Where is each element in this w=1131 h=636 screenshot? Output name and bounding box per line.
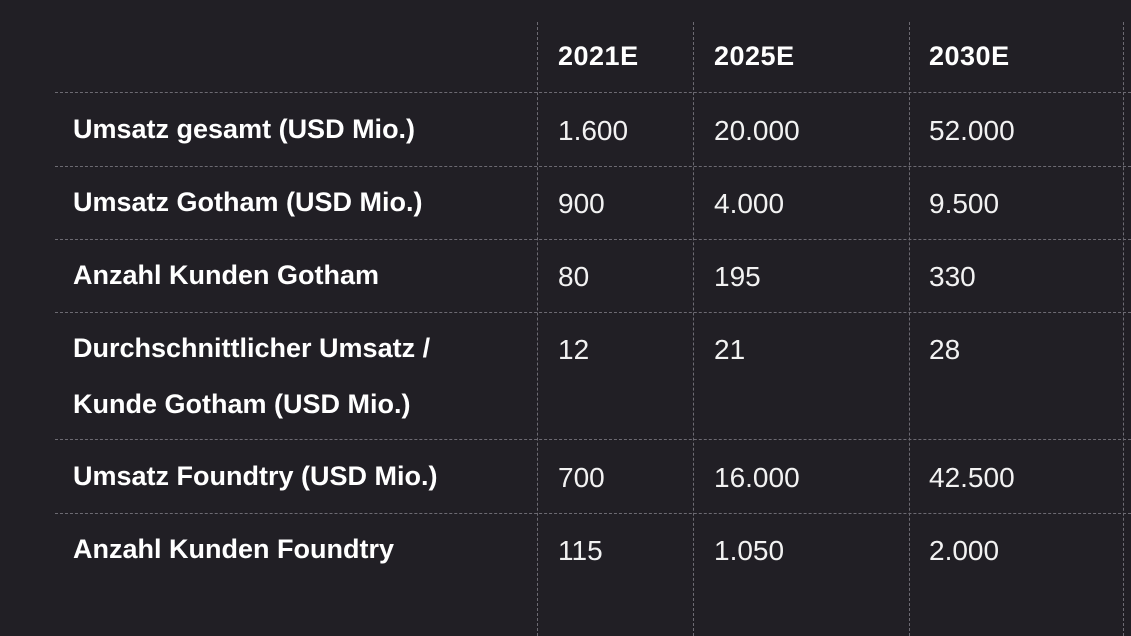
- cell-anzahl-kunden-gotham-2030e: 330: [929, 261, 976, 292]
- row-label-umsatz-gesamt: Umsatz gesamt (USD Mio.): [73, 114, 416, 144]
- row-label-anzahl-kunden-foundtry: Anzahl Kunden Foundtry: [73, 534, 394, 564]
- row-label-umsatz-gotham: Umsatz Gotham (USD Mio.): [73, 187, 423, 217]
- cell-durchschnittlicher-umsatz-2025e: 21: [714, 334, 746, 365]
- cell-umsatz-gesamt-2021e: 1.600: [558, 115, 629, 146]
- cell-anzahl-kunden-gotham-2021e: 80: [558, 261, 590, 292]
- column-divider: [909, 22, 910, 636]
- cell-anzahl-kunden-foundtry-2021e: 115: [558, 535, 603, 566]
- row-divider: [55, 439, 1131, 440]
- cell-durchschnittlicher-umsatz-2030e: 28: [929, 334, 961, 365]
- column-header-2025e: 2025E: [714, 41, 795, 71]
- cell-umsatz-foundtry-2021e: 700: [558, 462, 605, 493]
- row-label-durchschnittlicher-umsatz-line1: Durchschnittlicher Umsatz /: [73, 333, 431, 363]
- cell-anzahl-kunden-foundtry-2025e: 1.050: [714, 535, 785, 566]
- column-header-2030e: 2030E: [929, 41, 1010, 71]
- column-divider: [1123, 22, 1124, 636]
- cell-umsatz-gotham-2025e: 4.000: [714, 188, 785, 219]
- column-divider: [537, 22, 538, 636]
- cell-umsatz-gesamt-2030e: 52.000: [929, 115, 1015, 146]
- row-divider: [55, 312, 1131, 313]
- cell-umsatz-gotham-2030e: 9.500: [929, 188, 1000, 219]
- cell-durchschnittlicher-umsatz-2021e: 12: [558, 334, 590, 365]
- row-divider: [55, 166, 1131, 167]
- cell-umsatz-foundtry-2025e: 16.000: [714, 462, 800, 493]
- cell-anzahl-kunden-foundtry-2030e: 2.000: [929, 535, 1000, 566]
- row-label-durchschnittlicher-umsatz-line2: Kunde Gotham (USD Mio.): [73, 389, 411, 419]
- column-divider: [693, 22, 694, 636]
- cell-umsatz-foundtry-2030e: 42.500: [929, 462, 1015, 493]
- row-divider: [55, 92, 1131, 93]
- cell-umsatz-gotham-2021e: 900: [558, 188, 605, 219]
- row-label-umsatz-foundtry: Umsatz Foundtry (USD Mio.): [73, 461, 438, 491]
- column-header-2021e: 2021E: [558, 41, 639, 71]
- cell-umsatz-gesamt-2025e: 20.000: [714, 115, 800, 146]
- row-label-anzahl-kunden-gotham: Anzahl Kunden Gotham: [73, 260, 379, 290]
- cell-anzahl-kunden-gotham-2025e: 195: [714, 261, 761, 292]
- row-divider: [55, 239, 1131, 240]
- row-divider: [55, 513, 1131, 514]
